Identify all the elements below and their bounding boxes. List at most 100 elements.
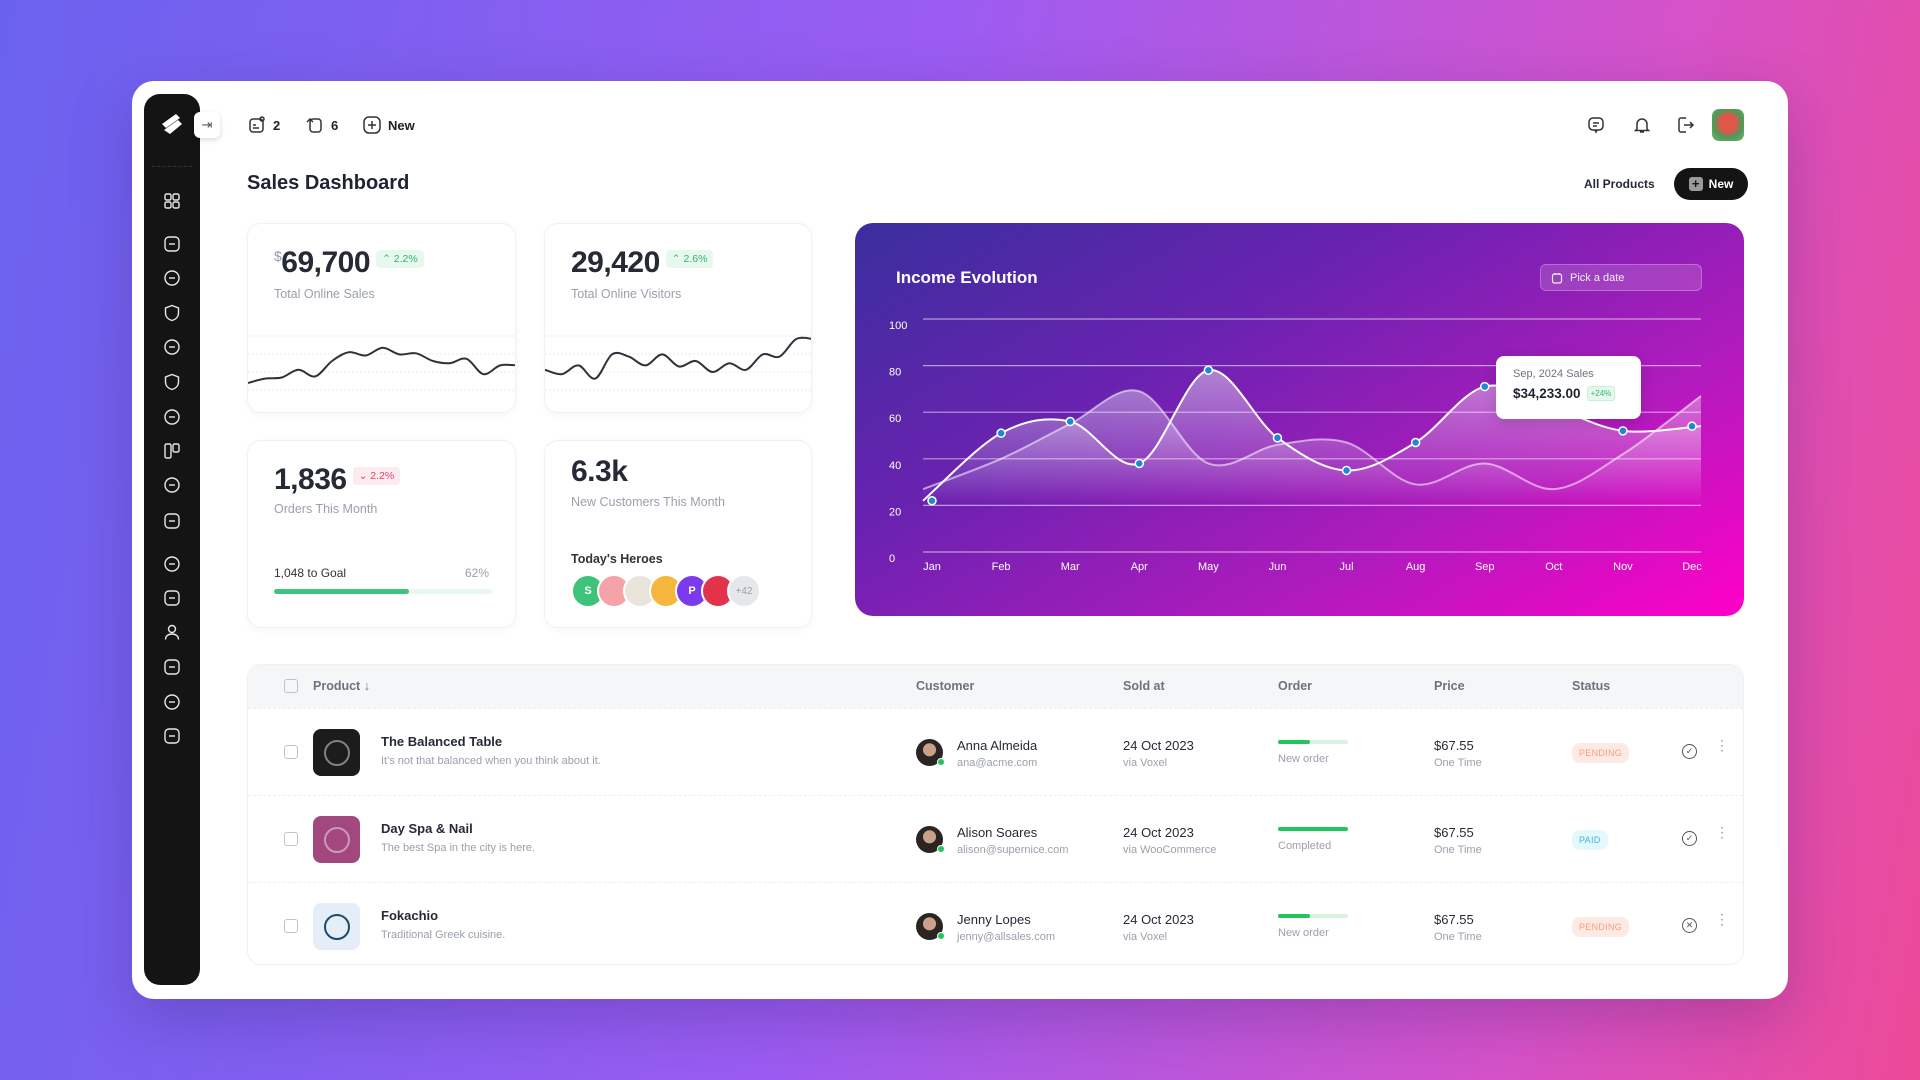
sold-date: 24 Oct 2023 [1123, 738, 1194, 753]
data-point[interactable] [1479, 381, 1490, 392]
table-row[interactable]: Fokachio Traditional Greek cuisine. Jenny … [248, 882, 1743, 964]
all-products-filter[interactable]: All Products [1584, 177, 1655, 191]
check-circle-icon[interactable]: ✓ [1682, 744, 1697, 759]
x-tick-label: Mar [1061, 561, 1080, 573]
select-all-checkbox[interactable] [284, 679, 298, 693]
y-tick-label: 100 [889, 320, 907, 332]
data-point[interactable] [1687, 421, 1697, 431]
dashboard-icon[interactable] [163, 192, 181, 210]
sales-change-badge: ⌃ 2.2% [376, 250, 424, 269]
tasks-icon [249, 116, 265, 133]
plus-icon: + [1688, 177, 1703, 191]
price: $67.55 [1434, 825, 1474, 840]
star-off-icon[interactable]: ✕ [1682, 918, 1697, 933]
settings-icon[interactable] [163, 269, 181, 287]
shield-check-icon[interactable] [163, 304, 181, 322]
date-picker[interactable]: Pick a date [1540, 264, 1702, 291]
header-price[interactable]: Price [1434, 679, 1465, 693]
header-customer[interactable]: Customer [916, 679, 975, 693]
new-top-button[interactable]: New [362, 115, 415, 135]
user-circle-icon[interactable] [163, 235, 181, 253]
goal-progress-fill [274, 589, 410, 594]
header-sold-at[interactable]: Sold at [1123, 679, 1165, 693]
kebab-menu-icon[interactable]: ⋮ [1715, 737, 1729, 753]
price-type: One Time [1434, 931, 1482, 943]
order-progress-fill [1278, 914, 1310, 918]
more-heroes-count[interactable]: +42 [727, 574, 761, 608]
data-point[interactable] [1618, 426, 1628, 436]
data-point[interactable] [1134, 458, 1145, 469]
data-point[interactable] [1341, 465, 1352, 476]
customers-label: New Customers This Month [571, 495, 725, 509]
income-evolution-card: Income Evolution Pick a date 0 20 40 60 80 10… [855, 223, 1744, 616]
minus-square-icon[interactable] [163, 589, 181, 607]
kebab-menu-icon[interactable]: ⋮ [1715, 824, 1729, 840]
data-point[interactable] [1272, 433, 1283, 443]
goal-progress-bar [274, 589, 492, 594]
shield-icon[interactable] [163, 373, 181, 391]
product-thumbnail [313, 903, 360, 950]
product-name[interactable]: Fokachio [381, 908, 439, 923]
plus-square-icon [363, 116, 381, 134]
bell-icon[interactable] [1632, 115, 1652, 135]
y-tick-label: 60 [889, 413, 901, 425]
replies-button[interactable]: 6 [305, 115, 338, 135]
table-row[interactable]: Day Spa & Nail The best Spa in the city i… [248, 795, 1743, 882]
order-status-text: Completed [1278, 840, 1332, 852]
tasks-button[interactable]: 2 [247, 115, 280, 135]
header-status[interactable]: Status [1572, 679, 1611, 693]
data-point[interactable] [1410, 437, 1421, 448]
price-type: One Time [1434, 757, 1482, 769]
table-row[interactable]: The Balanced Table It's not that balanced… [248, 708, 1743, 795]
sold-via: via WooCommerce [1123, 844, 1217, 856]
new-button[interactable]: + New [1674, 168, 1748, 200]
sort-arrow-down-icon: ↓ [363, 679, 370, 693]
check-circle-icon[interactable]: ✓ [1682, 831, 1697, 846]
data-point[interactable] [996, 428, 1006, 438]
order-progress-bar [1278, 740, 1348, 744]
customer-name[interactable]: Anna Almeida [957, 738, 1038, 753]
header-product[interactable]: Product ↓ [313, 679, 370, 693]
logout-icon[interactable] [1675, 115, 1695, 135]
replies-count: 6 [331, 117, 339, 133]
status-badge: PENDING [1572, 743, 1630, 763]
online-status-dot [937, 845, 945, 853]
product-name[interactable]: The Balanced Table [381, 734, 503, 749]
collapse-sidebar-button[interactable]: ⇥ [194, 112, 220, 138]
row-checkbox[interactable] [284, 745, 298, 759]
orders-card: 1,836 ⌄ 2.2% Orders This Month 1,048 to G… [247, 440, 516, 628]
paypal-icon[interactable] [163, 476, 181, 494]
kebab-menu-icon[interactable]: ⋮ [1715, 911, 1729, 927]
reply-icon [306, 117, 322, 133]
customer-name[interactable]: Alison Soares [957, 825, 1038, 840]
sticky-note-icon[interactable] [163, 408, 181, 426]
message-icon[interactable] [1586, 115, 1606, 135]
user-avatar[interactable] [1712, 109, 1744, 141]
users-icon[interactable] [163, 693, 181, 711]
row-checkbox[interactable] [284, 919, 298, 933]
user-icon[interactable] [163, 623, 181, 641]
customer-email: ana@acme.com [957, 757, 1038, 769]
calendar-icon[interactable] [163, 555, 181, 573]
data-point[interactable] [1065, 416, 1075, 427]
online-status-dot [937, 932, 945, 940]
header-order[interactable]: Order [1278, 679, 1313, 693]
visitors-amount: 29,420 [571, 246, 660, 279]
product-name[interactable]: Day Spa & Nail [381, 821, 473, 836]
currency-symbol: $ [274, 248, 282, 264]
order-status-text: New order [1278, 753, 1329, 765]
kanban-icon[interactable] [163, 442, 181, 460]
chat-alert-icon[interactable] [163, 658, 181, 676]
sparkline-line [248, 346, 515, 384]
contact-book-icon[interactable] [163, 727, 181, 745]
row-checkbox[interactable] [284, 832, 298, 846]
date-picker-placeholder: Pick a date [1570, 271, 1625, 284]
price: $67.55 [1434, 738, 1474, 753]
x-tick-label: Nov [1613, 561, 1633, 573]
data-point[interactable] [1203, 365, 1214, 376]
customer-name[interactable]: Jenny Lopes [957, 912, 1031, 927]
data-point[interactable] [927, 495, 937, 506]
help-icon[interactable] [163, 512, 181, 530]
chart-tooltip: Sep, 2024 Sales $34,233.00 +24% [1496, 356, 1641, 419]
id-card-icon[interactable] [163, 338, 181, 356]
